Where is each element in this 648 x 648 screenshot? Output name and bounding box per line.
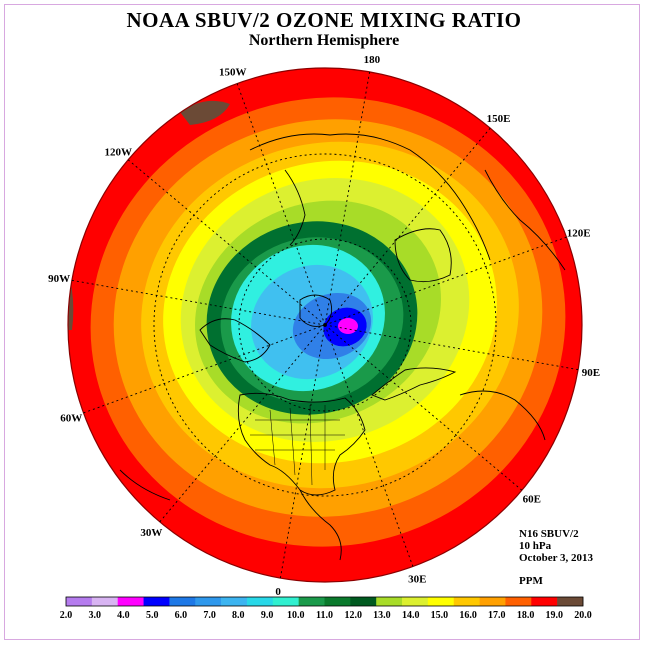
colorbar-swatch	[324, 597, 351, 606]
longitude-label: 30E	[408, 574, 426, 586]
greenland-outline	[371, 367, 457, 401]
colorbar-tick-label: 15.0	[431, 610, 449, 621]
colorbar-tick-label: 2.0	[60, 610, 73, 621]
colorbar-border	[65, 596, 584, 607]
pacific-island-outline	[119, 469, 171, 501]
europe-africa-outline	[459, 390, 546, 441]
longitude-labels: 90E 60E 30E 0 30W 60W 90W 120W 150W 180 150E 120E	[48, 54, 600, 598]
colorbar-swatch	[169, 597, 196, 606]
colorbar-swatch	[195, 597, 222, 606]
east-asia-outline	[284, 169, 306, 246]
colorbar-swatch	[557, 597, 584, 606]
central-america-outline	[299, 489, 342, 561]
colorbar-tick-label: 14.0	[402, 610, 420, 621]
colorbar-tick-label: 7.0	[203, 610, 216, 621]
longitude-label: 180	[364, 54, 381, 66]
graticule	[71, 71, 579, 579]
colorbar-tick-label: 13.0	[373, 610, 391, 621]
colorbar-swatch	[91, 597, 118, 606]
colorbar-swatch	[427, 597, 455, 606]
eurasia-north-outline	[249, 133, 491, 261]
longitude-label: 120E	[567, 228, 591, 240]
ozone-field	[68, 68, 582, 582]
colorbar-tick-label: 19.0	[546, 610, 564, 621]
colorbar-swatch	[143, 597, 170, 606]
colorbar-tick-label: 9.0	[261, 610, 274, 621]
colorbar-swatch	[66, 597, 93, 606]
longitude-label: 30W	[140, 527, 162, 539]
colorbar-swatch	[298, 597, 325, 606]
longitude-label: 60E	[523, 494, 541, 506]
arctic-islands-outline	[299, 294, 333, 327]
middle-east-outline	[484, 169, 566, 271]
longitude-label: 150E	[487, 113, 511, 125]
map-boundary	[67, 67, 583, 583]
figure-frame	[4, 4, 640, 640]
alaska-outline	[199, 318, 271, 363]
colorbar-swatch	[221, 597, 248, 606]
map-title: NOAA SBUV/2 OZONE MIXING RATIO	[126, 8, 522, 32]
colorbar-tick-label: 18.0	[517, 610, 535, 621]
scandinavia-outline	[394, 228, 452, 283]
field-magenta	[338, 318, 358, 334]
colorbar-swatch	[402, 597, 429, 606]
latitude-circle-30n	[153, 153, 497, 497]
date-label: October 3, 2013	[519, 552, 594, 564]
colorbar-tick-label: 20.0	[574, 610, 592, 621]
colorbar-swatch	[246, 597, 274, 606]
satellite-label: N16 SBUV/2	[519, 528, 579, 540]
colorbar-tick-label: 5.0	[146, 610, 159, 621]
colorbar-swatch	[453, 597, 480, 606]
colorbar: 2.0 3.0 4.0 5.0 6.0 7.0 8.0 9.0 10.0 11.0 12.0 13.0…	[60, 596, 592, 621]
colorbar-tick-label: 4.0	[117, 610, 130, 621]
colorbar-swatch	[350, 597, 377, 606]
pressure-level-label: 10 hPa	[519, 540, 552, 552]
longitude-label: 0	[275, 586, 281, 598]
north-america-outline	[237, 392, 366, 496]
colorbar-swatch	[479, 597, 506, 606]
longitude-label: 60W	[60, 412, 82, 424]
us-state-boundaries	[250, 404, 345, 486]
colorbar-tick-label: 6.0	[175, 610, 188, 621]
colorbar-swatch	[531, 597, 558, 606]
coastlines	[119, 133, 566, 561]
colorbar-swatch	[376, 597, 403, 606]
colorbar-tick-label: 10.0	[287, 610, 305, 621]
longitude-label: 120W	[104, 146, 132, 158]
longitude-label: 90E	[582, 367, 600, 379]
longitude-label: 90W	[48, 273, 70, 285]
colorbar-tick-label: 3.0	[88, 610, 101, 621]
colorbar-tick-label: 12.0	[344, 610, 362, 621]
longitude-label: 150W	[219, 66, 247, 78]
state-grid	[250, 404, 345, 486]
colorbar-tick-label: 16.0	[459, 610, 477, 621]
latitude-circle-60n	[238, 238, 412, 412]
units-label: PPM	[519, 575, 543, 587]
colorbar-tick-label: 8.0	[232, 610, 245, 621]
colorbar-swatch	[505, 597, 532, 606]
colorbar-swatch	[272, 597, 299, 606]
colorbar-swatch	[117, 597, 144, 606]
map-subtitle: Northern Hemisphere	[248, 32, 400, 49]
colorbar-tick-label: 17.0	[488, 610, 506, 621]
colorbar-tick-label: 11.0	[316, 610, 333, 621]
field-brown-patch-nw	[180, 100, 230, 125]
